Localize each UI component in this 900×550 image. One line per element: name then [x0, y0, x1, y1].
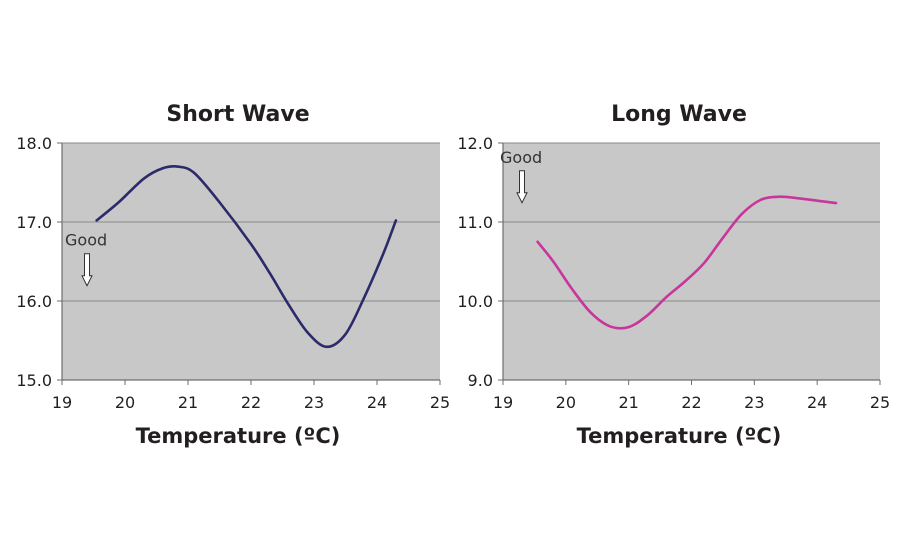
x-tick-label: 21	[618, 393, 638, 412]
chart-title: Long Wave	[611, 102, 747, 127]
long-wave-chart: Long Wave 9.0 10.0 11.0 12.0 19 20 21 22 23 24 25 Te…	[457, 102, 890, 448]
y-tick-label: 18.0	[16, 134, 52, 153]
series-line	[95, 165, 398, 349]
x-tick-label: 22	[681, 393, 701, 412]
down-arrow-icon	[516, 170, 528, 204]
series-line	[536, 195, 838, 330]
x-tick-label: 25	[430, 393, 450, 412]
chart-title: Short Wave	[166, 102, 309, 127]
plot-area	[503, 143, 880, 380]
x-tick-label: 22	[241, 393, 261, 412]
x-tick-label: 21	[178, 393, 198, 412]
x-tick-label: 19	[52, 393, 72, 412]
down-arrow-icon	[81, 253, 93, 287]
y-tick-label: 9.0	[468, 371, 493, 390]
y-tick-label: 11.0	[457, 213, 493, 232]
plot-area	[62, 143, 440, 380]
y-tick-label: 12.0	[457, 134, 493, 153]
x-axis-label: Temperature (ºC)	[577, 424, 782, 448]
y-tick-label: 17.0	[16, 213, 52, 232]
x-axis-label: Temperature (ºC)	[136, 424, 341, 448]
short-wave-chart: Short Wave 15.0 16.0 17.0 18.0 19 20 21 22 23 24 25…	[16, 102, 450, 448]
x-tick-label: 20	[115, 393, 135, 412]
x-tick-label: 23	[744, 393, 764, 412]
y-tick-label: 16.0	[16, 292, 52, 311]
x-tick-label: 24	[807, 393, 827, 412]
good-annotation: Good	[500, 148, 542, 167]
x-tick-label: 19	[493, 393, 513, 412]
y-tick-label: 15.0	[16, 371, 52, 390]
x-tick-label: 23	[304, 393, 324, 412]
x-tick-label: 25	[870, 393, 890, 412]
good-annotation: Good	[65, 231, 107, 250]
x-tick-label: 24	[367, 393, 387, 412]
y-tick-label: 10.0	[457, 292, 493, 311]
x-tick-label: 20	[556, 393, 576, 412]
